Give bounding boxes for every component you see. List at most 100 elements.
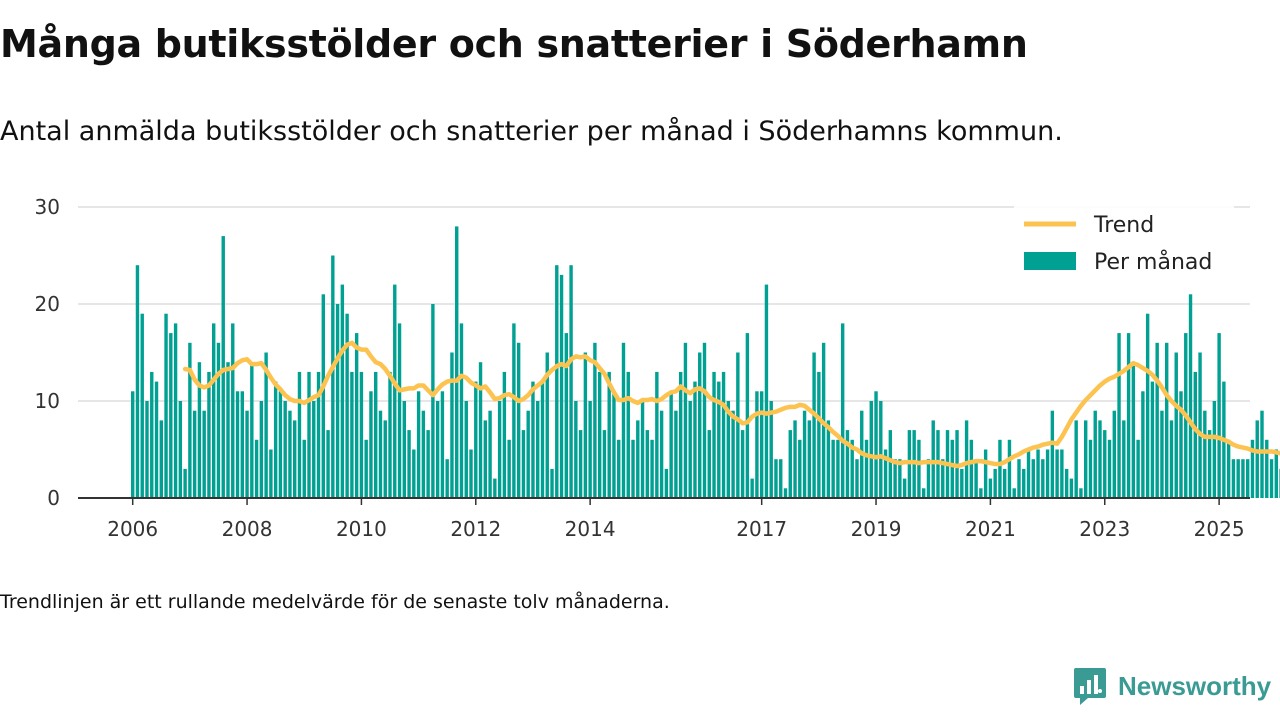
bar: [312, 401, 316, 498]
bar: [779, 459, 783, 498]
bar: [674, 410, 678, 498]
bar: [145, 401, 149, 498]
bar: [1207, 430, 1212, 498]
bar: [1160, 410, 1164, 498]
bar: [669, 391, 673, 498]
legend-trend-label: Trend: [1093, 213, 1154, 238]
newsworthy-logo-icon: [1074, 668, 1106, 705]
bar: [335, 304, 340, 498]
chart-title: Många butiksstölder och snatterier i Söd…: [0, 22, 1028, 66]
bar: [516, 342, 521, 498]
bar: [221, 236, 225, 498]
bar: [131, 391, 135, 498]
bar: [540, 381, 545, 498]
bar: [683, 342, 688, 498]
bar: [283, 401, 287, 498]
bar: [397, 323, 402, 498]
bar: [802, 410, 807, 498]
bar: [173, 323, 178, 498]
bar: [469, 449, 473, 498]
bar: [807, 420, 812, 498]
bar: [1122, 420, 1126, 498]
bar: [354, 333, 359, 498]
bar: [845, 430, 850, 498]
bar: [521, 430, 526, 498]
bar: [631, 439, 635, 498]
bar: [1131, 362, 1136, 498]
bar: [326, 430, 330, 498]
bar: [1269, 459, 1274, 498]
bar: [1246, 459, 1250, 498]
bar: [369, 391, 373, 498]
brand[interactable]: Newsworthy: [1072, 666, 1271, 706]
bar: [1236, 459, 1240, 498]
bar: [721, 371, 726, 498]
bar: [879, 401, 883, 498]
bar: [950, 439, 954, 498]
bar: [1012, 488, 1016, 498]
bar: [245, 410, 249, 498]
bar: [688, 401, 692, 498]
bar: [1193, 371, 1197, 498]
bar: [1036, 449, 1040, 498]
bar: [455, 226, 459, 498]
bar: [235, 391, 240, 498]
bar: [393, 284, 397, 498]
bar: [678, 371, 683, 498]
bar: [826, 420, 831, 498]
x-axis-labels: 2006 2008 2010 2012 2014 2017 2019 2021 2023 2025: [107, 517, 1244, 541]
bar: [783, 488, 788, 498]
legend-bar-label: Per månad: [1094, 249, 1212, 275]
bar: [983, 449, 988, 498]
bar: [578, 430, 583, 498]
legend[interactable]: Trend Per månad: [1014, 206, 1234, 290]
bar: [497, 401, 502, 498]
bar: [1007, 439, 1012, 498]
bar: [941, 459, 945, 498]
bar: [1041, 459, 1045, 498]
bar: [798, 439, 802, 498]
bar: [1060, 449, 1064, 498]
trend-line: [182, 340, 1280, 469]
x-tick-label-2023: 2023: [1079, 517, 1130, 541]
bar: [364, 439, 368, 498]
x-tick-label-2006: 2006: [107, 517, 158, 541]
bar: [459, 323, 464, 498]
bar: [664, 468, 669, 498]
bar: [307, 371, 311, 498]
bar: [378, 410, 383, 498]
bar: [1212, 401, 1217, 498]
bar: [569, 265, 573, 498]
bar: [254, 439, 259, 498]
bar: [597, 371, 602, 498]
bar: [1079, 488, 1083, 498]
bar: [140, 313, 144, 498]
bar: [440, 391, 445, 498]
bar: [169, 333, 173, 498]
bar: [559, 274, 564, 498]
bar: [402, 401, 406, 498]
bar: [1112, 410, 1116, 498]
brand-name: Newsworthy: [1118, 670, 1272, 701]
y-tick-label-20: 20: [35, 292, 60, 316]
bar: [759, 391, 764, 498]
bar: [793, 420, 797, 498]
bar: [507, 439, 511, 498]
bar: [407, 430, 411, 498]
bar: [435, 401, 440, 498]
chart-subtitle: Antal anmälda butiksstölder och snatteri…: [0, 116, 1063, 147]
x-tick-label-2021: 2021: [965, 517, 1016, 541]
bar: [850, 439, 854, 498]
bar: [464, 401, 468, 498]
bar: [617, 439, 621, 498]
bar: [178, 401, 183, 498]
bar: [1022, 468, 1026, 498]
bar: [278, 391, 283, 498]
x-axis-ticks: [131, 498, 1220, 505]
bar: [698, 352, 702, 498]
bar: [1002, 468, 1007, 498]
bar: [764, 284, 769, 498]
bar: [731, 410, 735, 498]
bar: [1174, 352, 1178, 498]
bar: [726, 401, 731, 498]
